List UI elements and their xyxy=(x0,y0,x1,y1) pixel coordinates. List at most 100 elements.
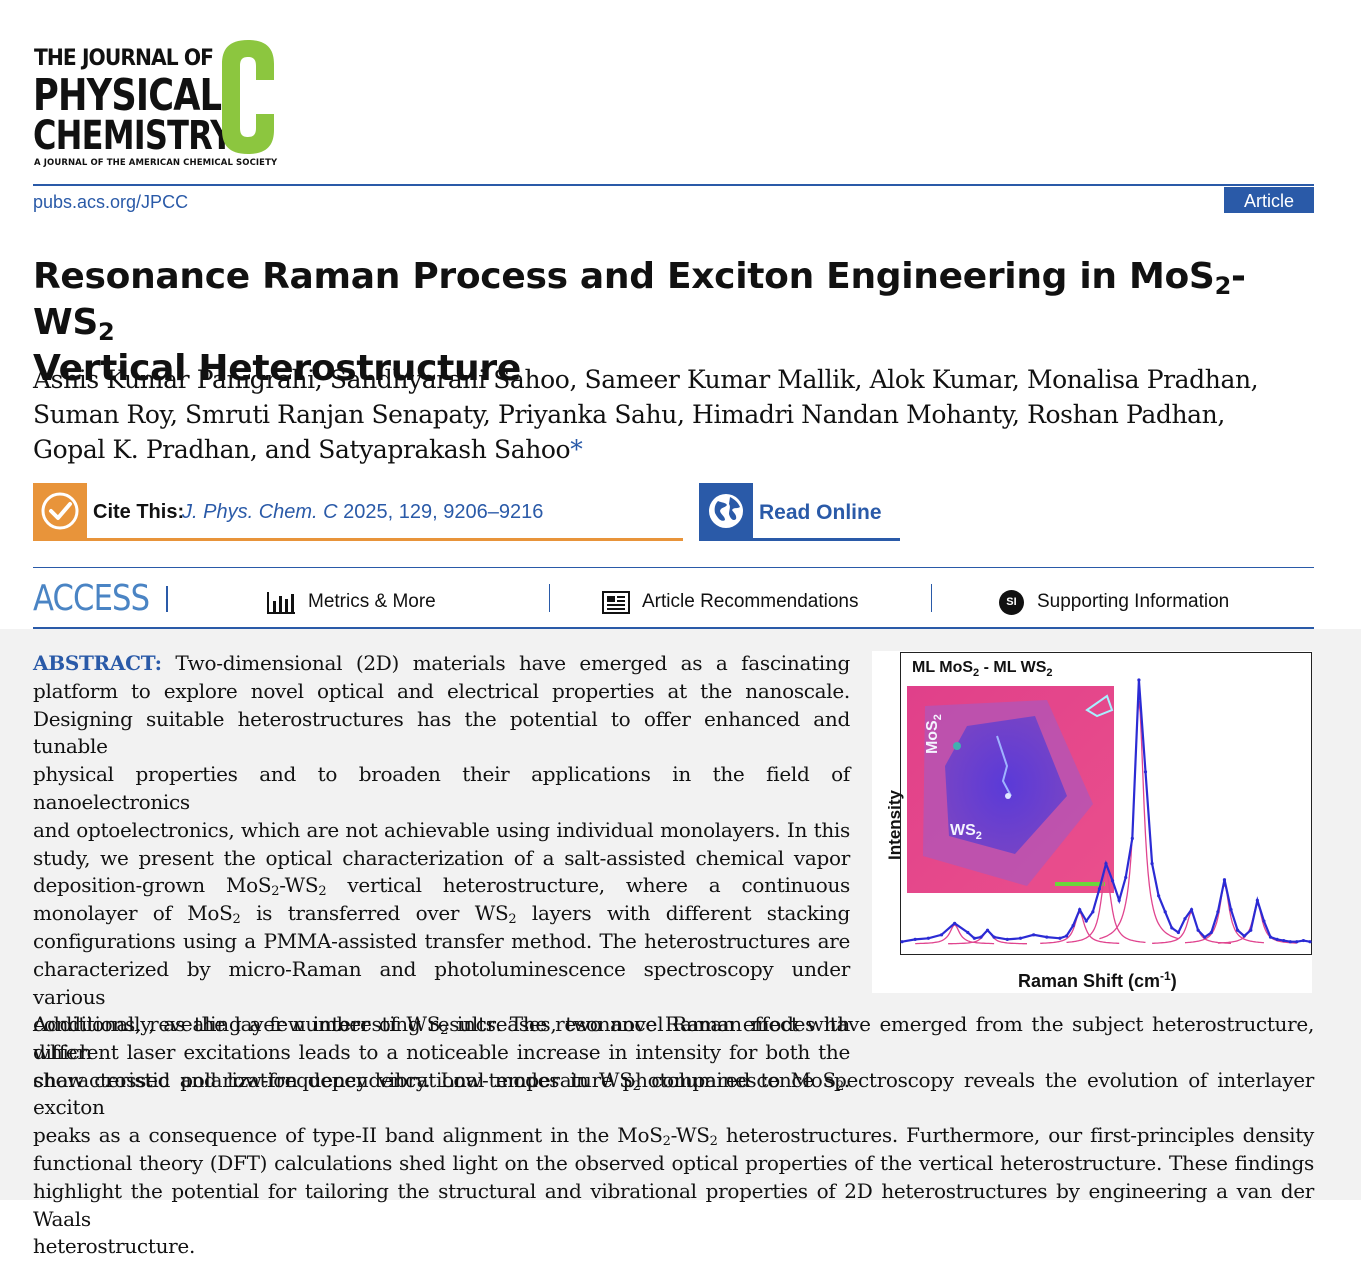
abstract-text: heterostructures. Furthermore, our first… xyxy=(717,1123,1314,1148)
read-online-icon-box[interactable] xyxy=(699,483,753,539)
xlabel-a: Raman Shift (cm xyxy=(1018,971,1161,991)
subscript: 2 xyxy=(975,830,982,843)
citation-link[interactable]: J. Phys. Chem. C 2025, 129, 9206–9216 xyxy=(182,501,543,524)
tab-metrics-more[interactable]: Metrics & More xyxy=(308,591,436,612)
cite-underline xyxy=(33,538,683,541)
figure-title: ML MoS2 - ML WS2 xyxy=(912,659,1053,679)
spectrum-point xyxy=(1308,940,1312,944)
abstract-text: -WS xyxy=(670,1123,710,1148)
spectrum-point xyxy=(1091,910,1095,914)
title-sub1: 2 xyxy=(1214,272,1232,300)
journal-logo-line3: CHEMISTRY xyxy=(33,113,233,159)
abstract-line: configurations using a PMMA-assisted tra… xyxy=(33,928,850,953)
abstract-line: show crossed polarization dependency. Lo… xyxy=(33,1067,1314,1120)
access-heading: ACCESS xyxy=(33,578,150,619)
spectrum-point xyxy=(1229,907,1233,912)
spectrum-point xyxy=(926,936,930,940)
read-online-underline xyxy=(699,538,900,541)
spectrum-point xyxy=(1005,937,1009,942)
abstract-line: functional theory (DFT) calculations she… xyxy=(33,1150,1314,1175)
abstract-text: Two-dimensional (2D) materials have emer… xyxy=(175,651,850,675)
spectrum-point xyxy=(1097,887,1102,891)
spectrum-point xyxy=(992,935,996,939)
spectrum-point xyxy=(1242,934,1246,938)
xlabel-sup: -1 xyxy=(1160,969,1171,983)
tab-supporting-information[interactable]: Supporting Information xyxy=(1037,591,1230,612)
spectrum-point xyxy=(1183,917,1187,921)
abstract-line: and optoelectronics, which are not achie… xyxy=(33,817,850,842)
spectrum-point xyxy=(1078,907,1082,912)
spectrum-point xyxy=(1130,836,1134,840)
micro-label-ws2: WS2 xyxy=(950,822,982,842)
newspaper-icon[interactable] xyxy=(602,591,630,614)
figure-frame xyxy=(900,652,1312,955)
abstract-line: heterostructure. xyxy=(33,1234,196,1259)
fit-peak-curve xyxy=(915,924,995,945)
authors-line3[interactable]: Gopal K. Pradhan, and Satyaprakash Sahoo xyxy=(33,435,571,464)
abstract-line: conditions, revealing a few interesting … xyxy=(33,1012,850,1037)
authors-line2[interactable]: Suman Roy, Smruti Ranjan Senapaty, Priya… xyxy=(33,400,1225,429)
abstract-text: . xyxy=(843,1067,850,1092)
spectrum-point xyxy=(1196,928,1200,932)
spectrum-point xyxy=(1163,910,1167,914)
access-divider xyxy=(166,586,168,612)
subscript: 2 xyxy=(835,1078,844,1094)
si-icon[interactable]: SI xyxy=(999,590,1024,615)
spectrum-point xyxy=(939,933,944,937)
spectrum-point xyxy=(1110,879,1115,883)
cite-icon-box[interactable] xyxy=(33,483,87,539)
fit-peak-curve xyxy=(1184,883,1264,944)
abstract-line: physical properties and to broaden their… xyxy=(33,762,850,814)
abstract-text: monolayer of MoS xyxy=(33,901,233,926)
corresponding-author-mark[interactable]: * xyxy=(570,435,583,464)
spectrum-point xyxy=(1064,934,1069,938)
read-online-link[interactable]: Read Online xyxy=(759,501,882,524)
abstract-text: layers with different stacking xyxy=(516,901,850,926)
optical-micrograph-image xyxy=(907,686,1114,893)
journal-logo-line1: THE JOURNAL OF xyxy=(34,46,214,71)
journal-url-link[interactable]: pubs.acs.org/JPCC xyxy=(33,192,189,212)
abstract-line: peaks as a consequence of type-II band a… xyxy=(33,1122,1314,1150)
abstract-line: monolayer of MoS2 is transferred over WS… xyxy=(33,900,850,928)
access-bar-bottom-rule xyxy=(33,627,1314,629)
abstract-line: characteristic and low-frequency vibrati… xyxy=(33,1067,850,1095)
spectrum-point xyxy=(966,930,970,935)
spectrum-point xyxy=(1045,935,1049,939)
xlabel-b: ) xyxy=(1170,971,1177,991)
spectrum-point xyxy=(1104,862,1108,866)
subscript: 2 xyxy=(440,1023,449,1038)
spectrum-point xyxy=(1176,930,1180,935)
article-title: Resonance Raman Process and Exciton Engi… xyxy=(33,254,1323,392)
spectrum-point xyxy=(1301,938,1306,943)
spectrum-point xyxy=(1295,940,1299,944)
journal-logo-subtitle: A JOURNAL OF THE AMERICAN CHEMICAL SOCIE… xyxy=(34,158,278,168)
abstract-line: different laser excitations leads to a n… xyxy=(33,1040,850,1065)
abstract-text: characteristic and low-frequency vibrati… xyxy=(33,1067,633,1092)
spectrum-point xyxy=(1282,938,1286,943)
abstract-text: peaks as a consequence of type-II band a… xyxy=(33,1123,663,1148)
spectrum-point xyxy=(972,936,976,940)
spectrum-points xyxy=(900,678,1312,944)
citation-details: 2025, 129, 9206–9216 xyxy=(343,501,544,523)
tab-article-recommendations[interactable]: Article Recommendations xyxy=(642,591,859,612)
subscript: 2 xyxy=(232,912,241,928)
spectrum-point xyxy=(1124,875,1128,880)
journal-logo-line2: PHYSICAL xyxy=(33,70,222,121)
spectrum-point xyxy=(1150,862,1154,866)
raman-spectrum-plot xyxy=(900,678,1312,945)
subscript: 2 xyxy=(508,912,517,928)
spectrum-point xyxy=(900,940,904,944)
globe-icon xyxy=(709,494,743,528)
bar-chart-icon[interactable] xyxy=(267,592,295,614)
subscript: 2 xyxy=(662,1134,671,1150)
abstract-line: Designing suitable heterostructures has … xyxy=(33,706,850,759)
author-list: Ashis Kumar Panigrahi, Sandhyarani Sahoo… xyxy=(33,362,1323,467)
spectrum-point xyxy=(1137,678,1141,682)
cite-label: Cite This: xyxy=(93,501,185,523)
access-bar-top-rule xyxy=(33,567,1314,568)
authors-line1[interactable]: Ashis Kumar Panigrahi, Sandhyarani Sahoo… xyxy=(33,365,1259,394)
abstract-line: ABSTRACT: Two-dimensional (2D) materials… xyxy=(33,650,850,678)
micro-ws-text: WS xyxy=(950,822,976,839)
article-type-badge: Article xyxy=(1224,187,1314,213)
spectrum-point xyxy=(1157,894,1161,898)
